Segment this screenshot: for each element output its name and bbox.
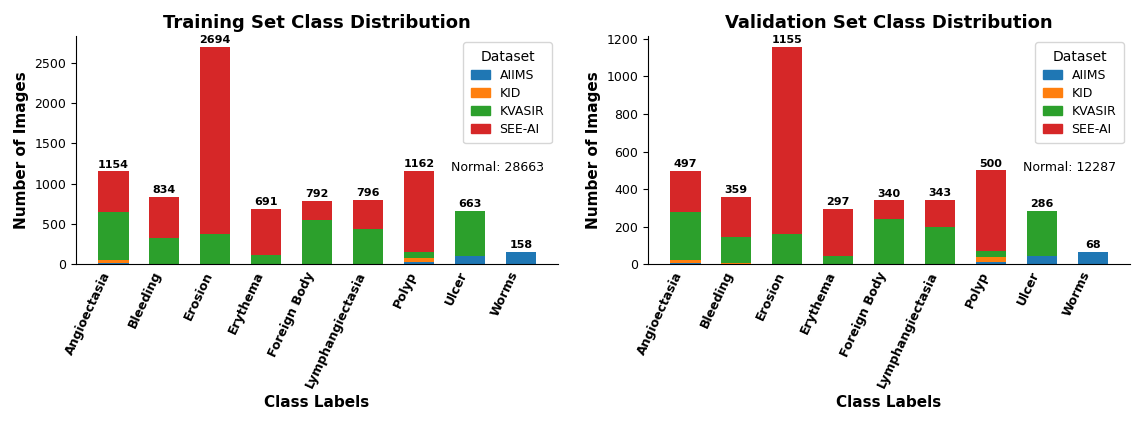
Text: 792: 792: [305, 189, 328, 199]
Bar: [98, 212, 128, 260]
Text: 1154: 1154: [97, 159, 129, 170]
Bar: [772, 234, 802, 264]
Text: 500: 500: [979, 159, 1002, 169]
Bar: [670, 212, 700, 260]
Bar: [976, 170, 1007, 251]
Bar: [874, 219, 905, 265]
Bar: [352, 229, 383, 265]
Bar: [302, 220, 333, 265]
Bar: [924, 227, 955, 265]
Text: 691: 691: [254, 197, 278, 207]
Bar: [976, 251, 1007, 257]
Bar: [149, 238, 180, 264]
Bar: [1078, 251, 1109, 265]
Bar: [404, 262, 435, 265]
Bar: [772, 47, 802, 234]
Text: 663: 663: [459, 199, 482, 209]
Bar: [149, 197, 180, 238]
Bar: [1026, 256, 1057, 265]
Bar: [251, 255, 281, 265]
Bar: [823, 256, 853, 265]
Bar: [302, 201, 333, 220]
Text: 796: 796: [356, 189, 380, 198]
Bar: [404, 251, 435, 258]
Bar: [924, 200, 955, 227]
Bar: [454, 256, 485, 265]
Bar: [670, 171, 700, 212]
Title: Training Set Class Distribution: Training Set Class Distribution: [164, 14, 471, 32]
Text: 1155: 1155: [772, 35, 803, 45]
Text: 286: 286: [1031, 199, 1054, 209]
Bar: [200, 234, 230, 264]
Bar: [976, 257, 1007, 262]
Text: 497: 497: [674, 159, 697, 169]
Text: 1162: 1162: [404, 159, 435, 169]
Bar: [404, 171, 435, 251]
Bar: [506, 252, 537, 265]
Text: Normal: 28663: Normal: 28663: [451, 161, 543, 173]
Bar: [149, 264, 180, 265]
Bar: [670, 262, 700, 265]
X-axis label: Class Labels: Class Labels: [264, 395, 370, 410]
Bar: [976, 262, 1007, 265]
Text: 158: 158: [509, 240, 532, 250]
Bar: [98, 263, 128, 265]
Bar: [98, 171, 128, 212]
Text: Normal: 12287: Normal: 12287: [1023, 161, 1115, 173]
Bar: [454, 211, 485, 256]
Text: 2694: 2694: [199, 35, 231, 45]
Legend: AIIMS, KID, KVASIR, SEE-AI: AIIMS, KID, KVASIR, SEE-AI: [463, 42, 551, 143]
Bar: [352, 200, 383, 229]
Y-axis label: Number of Images: Number of Images: [14, 72, 29, 229]
X-axis label: Class Labels: Class Labels: [836, 395, 942, 410]
Text: 834: 834: [152, 185, 176, 195]
Bar: [1026, 211, 1057, 256]
Text: 297: 297: [826, 197, 850, 207]
Bar: [251, 209, 281, 255]
Bar: [823, 209, 853, 256]
Y-axis label: Number of Images: Number of Images: [586, 72, 601, 229]
Bar: [721, 237, 752, 263]
Bar: [670, 260, 700, 262]
Legend: AIIMS, KID, KVASIR, SEE-AI: AIIMS, KID, KVASIR, SEE-AI: [1035, 42, 1123, 143]
Text: 68: 68: [1086, 240, 1101, 250]
Bar: [404, 258, 435, 262]
Bar: [874, 201, 905, 219]
Bar: [98, 260, 128, 263]
Bar: [721, 263, 752, 265]
Title: Validation Set Class Distribution: Validation Set Class Distribution: [725, 14, 1052, 32]
Text: 343: 343: [929, 188, 952, 198]
Text: 340: 340: [877, 189, 900, 199]
Bar: [200, 47, 230, 234]
Bar: [721, 197, 752, 237]
Text: 359: 359: [724, 185, 748, 195]
